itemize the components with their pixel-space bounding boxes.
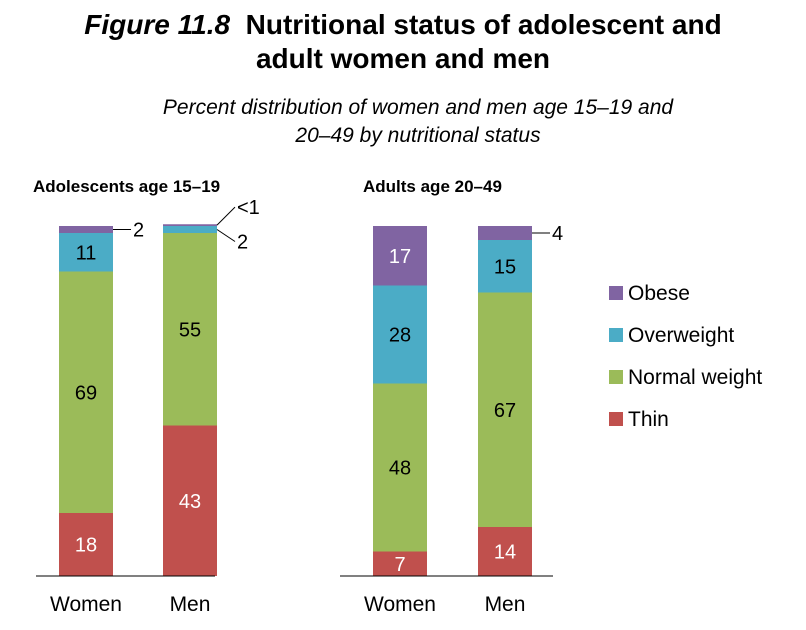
title-line-1: Nutritional status of adolescent and: [245, 9, 722, 40]
data-label: 2: [237, 232, 248, 254]
leader-line: [216, 206, 236, 226]
data-label: <1: [237, 197, 260, 219]
bar-segment-obese: [373, 226, 427, 286]
bar-segment-thin: [59, 513, 113, 576]
figure-number: Figure 11.8: [84, 9, 231, 40]
bar-segment-thin: [478, 527, 532, 576]
data-label: 4: [552, 223, 563, 245]
data-label: 69: [75, 382, 97, 404]
data-label: 43: [179, 491, 201, 513]
bar-segment-overweight: [373, 285, 427, 384]
x-tick-label: Men: [485, 593, 526, 616]
bar-segment-overweight: [478, 240, 532, 293]
bar-segment-obese: [59, 226, 113, 233]
subtitle-line-2: 20–49 by nutritional status: [295, 124, 541, 147]
x-tick-label: Men: [170, 593, 211, 616]
legend-label: Obese: [628, 282, 690, 305]
bar-segment-normal-weight: [373, 383, 427, 552]
title-line-2: adult women and men: [255, 43, 551, 74]
data-label: 17: [389, 246, 411, 268]
legend-label: Thin: [628, 408, 669, 431]
bar-segment-normal-weight: [478, 292, 532, 527]
bar-segment-normal-weight: [59, 271, 113, 513]
leader-line: [216, 229, 236, 242]
legend-swatch: [609, 370, 623, 384]
bar-segment-overweight: [59, 233, 113, 272]
data-label: 2: [133, 220, 144, 242]
legend-swatch: [609, 412, 623, 426]
bar-segment-obese: [163, 224, 217, 226]
group-label: Adults age 20–49: [363, 177, 502, 196]
legend-swatch: [609, 286, 623, 300]
chart-title: Figure 11.8 Nutritional status of adoles…: [0, 8, 806, 76]
bar-segment-normal-weight: [163, 233, 217, 426]
bar-segment-thin: [373, 551, 427, 576]
data-label: 11: [76, 242, 97, 264]
data-label: 7: [394, 554, 405, 576]
bar-segment-overweight: [163, 226, 217, 233]
data-label: 18: [75, 535, 97, 557]
subtitle-line-1: Percent distribution of women and men ag…: [162, 96, 674, 119]
bar-segment-obese: [478, 226, 532, 240]
bar-segment-thin: [163, 425, 217, 576]
legend-label: Normal weight: [628, 366, 762, 389]
group-label: Adolescents age 15–19: [33, 177, 220, 196]
x-tick-label: Women: [50, 593, 122, 616]
data-label: 15: [494, 256, 516, 278]
data-label: 14: [494, 542, 516, 564]
chart-subtitle: Percent distribution of women and men ag…: [100, 94, 736, 150]
legend-label: Overweight: [628, 324, 734, 347]
data-label: 28: [389, 325, 411, 347]
data-label: 48: [389, 458, 411, 480]
x-tick-label: Women: [364, 593, 436, 616]
data-label: 67: [494, 400, 516, 422]
data-label: 55: [179, 319, 201, 341]
legend-swatch: [609, 328, 623, 342]
